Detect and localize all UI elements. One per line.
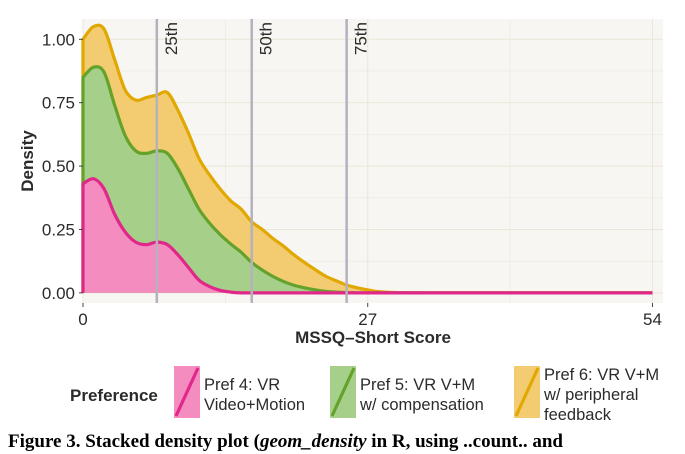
legend-key-stroke-3 — [514, 367, 540, 417]
legend: Preference Pref 4: VR Video+Motion Pref 5: … — [70, 366, 659, 424]
x-tick-label: 27 — [358, 310, 377, 329]
axes: 0.00 0.25 0.50 0.75 1.00 0 27 54 MSSQ–Short Scor… — [18, 30, 662, 347]
legend-label-line: feedback — [544, 406, 612, 424]
y-tick-label: 1.00 — [42, 30, 75, 49]
density-area-1 — [83, 178, 653, 293]
legend-label-line: w/ peripheral — [543, 386, 638, 404]
caption-prefix: Figure 3. Stacked density plot ( — [8, 431, 260, 452]
caption-italic: geom_density — [259, 431, 367, 452]
legend-label-line: Pref 4: VR — [204, 376, 280, 394]
legend-label-line: Pref 6: VR V+M — [544, 366, 659, 384]
percentile-label: 75th — [352, 22, 371, 55]
x-axis-label: MSSQ–Short Score — [295, 328, 451, 347]
y-axis-label: Density — [18, 130, 37, 192]
density-area-3 — [83, 25, 653, 293]
percentile-label: 25th — [162, 22, 181, 55]
legend-title: Preference — [70, 386, 158, 405]
x-tick-label: 0 — [78, 310, 87, 329]
legend-label-1: Pref 4: VR Video+Motion — [204, 376, 305, 414]
legend-label-line: Video+Motion — [204, 396, 305, 414]
percentile-label: 50th — [257, 22, 276, 55]
stacked-density-chart: 25th 50th 75th 0.00 0.25 0.50 0.75 1.00 0 27 54 MS… — [18, 19, 663, 424]
caption-suffix: in R, using ..count.. and — [366, 431, 563, 452]
y-tick-label: 0.50 — [42, 157, 75, 176]
y-tick-label: 0.25 — [42, 220, 75, 239]
legend-label-line: Pref 5: VR V+M — [360, 376, 475, 394]
y-tick-label: 0.75 — [42, 94, 75, 113]
legend-key-stroke-2 — [330, 367, 356, 417]
figure-caption: Figure 3. Stacked density plot (geom_den… — [8, 430, 684, 454]
percentile-lines: 25th 50th 75th — [155, 19, 371, 303]
legend-label-line: w/ compensation — [359, 396, 484, 414]
density-areas — [81, 23, 653, 295]
y-tick-label: 0.00 — [42, 284, 75, 303]
density-outline-1 — [81, 177, 653, 295]
legend-key-stroke-1 — [174, 367, 200, 417]
legend-label-2: Pref 5: VR V+M w/ compensation — [359, 376, 484, 414]
x-tick-label: 54 — [643, 310, 662, 329]
legend-label-3: Pref 6: VR V+M w/ peripheral feedback — [543, 366, 659, 424]
